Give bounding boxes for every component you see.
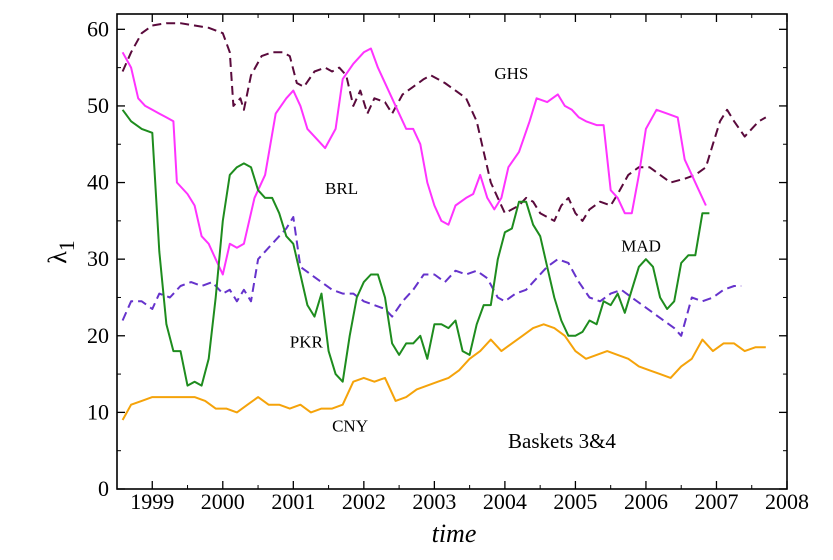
series-line-brl xyxy=(121,47,707,276)
series-line-mad xyxy=(121,216,742,337)
y-tick-label: 50 xyxy=(87,93,109,118)
series-line-cny xyxy=(121,323,766,421)
y-axis-ticks: 0 10 20 30 40 50 60 xyxy=(87,16,787,501)
series-label-pkr: PKR xyxy=(290,332,324,351)
series-layer xyxy=(121,22,767,421)
y-axis-title-sub: 1 xyxy=(54,240,79,251)
y-axis-title-main: λ xyxy=(43,251,72,264)
x-tick-label: 2006 xyxy=(624,489,668,514)
series-line-pkr xyxy=(121,109,710,387)
series-label-mad: MAD xyxy=(621,237,661,256)
y-tick-label: 30 xyxy=(87,246,109,271)
x-tick-label: 2007 xyxy=(694,489,738,514)
y-tick-label: 20 xyxy=(87,323,109,348)
series-label-ghs: GHS xyxy=(494,64,528,83)
x-tick-label: 2004 xyxy=(483,489,527,514)
plot-frame xyxy=(116,13,788,490)
y-tick-label: 0 xyxy=(98,476,109,501)
series-line-ghs xyxy=(121,22,767,222)
series-label-cny: CNY xyxy=(332,417,368,436)
x-tick-label: 2003 xyxy=(412,489,456,514)
annotation-text: Baskets 3&4 xyxy=(508,429,616,453)
y-tick-label: 40 xyxy=(87,170,109,195)
y-tick-label: 10 xyxy=(87,399,109,424)
y-axis-title: λ1 xyxy=(43,240,79,264)
x-tick-label: 2008 xyxy=(765,489,809,514)
series-label-brl: BRL xyxy=(325,179,358,198)
series-labels: GHS BRL MAD PKR CNY xyxy=(290,64,661,435)
x-tick-label: 2002 xyxy=(342,489,386,514)
x-tick-label: 1999 xyxy=(130,489,174,514)
x-tick-label: 2000 xyxy=(201,489,245,514)
y-tick-label: 60 xyxy=(87,16,109,41)
svg-text:λ1: λ1 xyxy=(43,240,79,264)
x-tick-label: 2005 xyxy=(553,489,597,514)
x-tick-label: 2001 xyxy=(271,489,315,514)
x-axis-ticks: 1999 2000 2001 2002 2003 2004 2005 2006 2007 2008 xyxy=(130,14,809,514)
x-axis-title: time xyxy=(432,519,477,548)
